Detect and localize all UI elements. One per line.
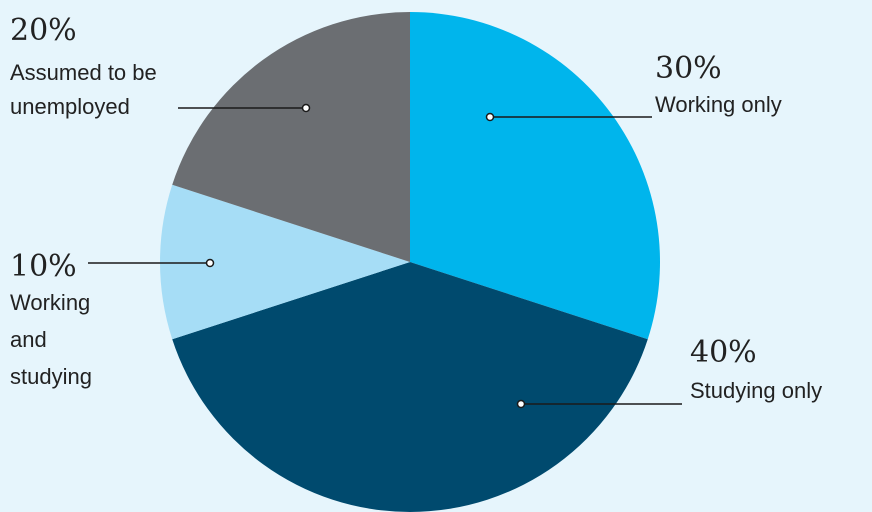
slice-percent-unemployed: 20% (10, 13, 77, 48)
pie-slice-working-and-studying (160, 184, 410, 340)
slice-label-working-and-studying-line-3: studying (10, 364, 92, 389)
leader-dot-studying-only (516, 399, 526, 409)
slice-label-working-only: Working only (655, 92, 782, 117)
slice-label-unemployed-line-2: unemployed (10, 94, 130, 119)
pie-slice-working-only (410, 12, 660, 340)
slice-label-studying-only: Studying only (690, 378, 822, 403)
pie-slice-studying-only (172, 262, 648, 512)
slice-percent-working-and-studying: 10% (10, 249, 77, 284)
leader-dot-working-and-studying (205, 258, 215, 268)
slice-labels: 30% Working only 40% Studying only 10% W… (10, 13, 822, 403)
slice-label-unemployed-line-1: Assumed to be (10, 60, 157, 85)
leader-dot-working-only (485, 112, 495, 122)
slice-percent-studying-only: 40% (690, 335, 757, 370)
slice-percent-working-only: 30% (655, 51, 722, 86)
leader-dot-unemployed (301, 103, 311, 113)
pie-slice-unemployed (172, 12, 410, 262)
slice-label-working-and-studying-line-2: and (10, 327, 47, 352)
slice-label-working-and-studying-line-1: Working (10, 290, 90, 315)
leader-lines (88, 103, 682, 409)
pie-slices (160, 12, 660, 512)
